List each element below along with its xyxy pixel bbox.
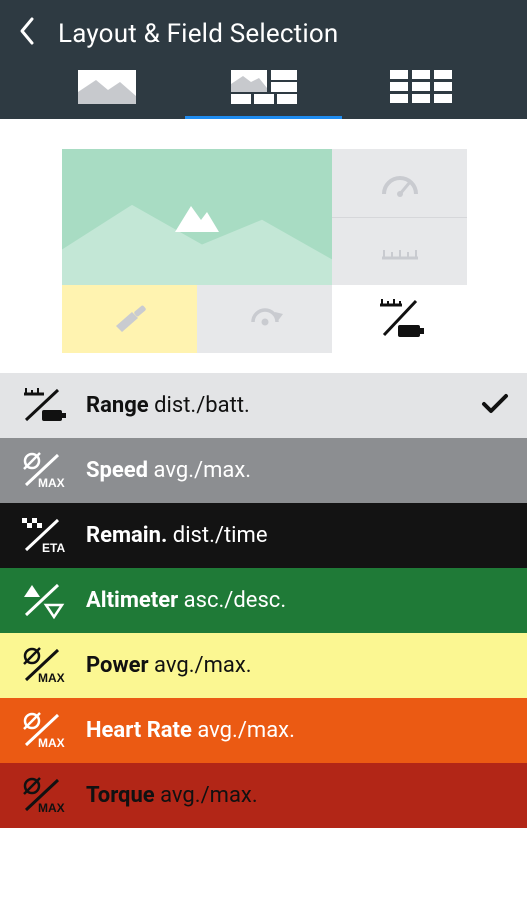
field-row-sub: avg./max.: [192, 718, 295, 743]
range-battery-icon: [374, 297, 426, 341]
field-list: Range dist./batt. MAX Speed avg./max. ET…: [0, 373, 527, 828]
page-title: Layout & Field Selection: [58, 19, 338, 49]
mountain-icon: [171, 198, 223, 236]
preview-cell-gauge[interactable]: [332, 149, 467, 217]
svg-text:MAX: MAX: [38, 801, 65, 815]
preview-cell-cycle[interactable]: [197, 285, 332, 353]
field-row-text: Range dist./batt.: [86, 393, 465, 418]
cycle-icon: [243, 300, 287, 338]
preview-cell-main[interactable]: [62, 149, 332, 285]
field-row-icon: MAX: [18, 711, 70, 751]
field-row-icon: MAX: [18, 451, 70, 491]
preview-cell-range[interactable]: [332, 285, 467, 353]
svg-text:MAX: MAX: [38, 476, 65, 490]
field-row-icon: MAX: [18, 776, 70, 816]
field-row-sub: avg./max.: [149, 653, 252, 678]
svg-text:ETA: ETA: [42, 541, 65, 555]
field-row-icon: [18, 386, 70, 426]
svg-text:MAX: MAX: [38, 671, 65, 685]
field-row-altimeter[interactable]: Altimeter asc./desc.: [0, 568, 527, 633]
field-row-title: Altimeter: [86, 588, 178, 613]
field-row-heart-rate[interactable]: MAX Heart Rate avg./max.: [0, 698, 527, 763]
field-row-remain[interactable]: ETA Remain. dist./time: [0, 503, 527, 568]
field-row-sub: dist./time: [167, 523, 267, 548]
preview-cell-brush[interactable]: [62, 285, 197, 353]
field-row-title: Torque: [86, 783, 155, 808]
tab-layout-split[interactable]: [185, 70, 342, 119]
field-row-icon: [18, 581, 70, 621]
header-top: Layout & Field Selection: [18, 16, 509, 52]
field-row-text: Speed avg./max.: [86, 458, 509, 483]
field-row-power[interactable]: MAX Power avg./max.: [0, 633, 527, 698]
field-row-text: Torque avg./max.: [86, 783, 509, 808]
svg-text:MAX: MAX: [38, 736, 65, 750]
field-row-speed[interactable]: MAX Speed avg./max.: [0, 438, 527, 503]
field-row-torque[interactable]: MAX Torque avg./max.: [0, 763, 527, 828]
header: Layout & Field Selection: [0, 0, 527, 119]
tab-layout-grid[interactable]: [342, 70, 499, 119]
brush-icon: [108, 302, 152, 336]
field-row-text: Remain. dist./time: [86, 523, 509, 548]
field-row-sub: avg./max.: [148, 458, 251, 483]
field-row-range[interactable]: Range dist./batt.: [0, 373, 527, 438]
field-row-title: Remain.: [86, 523, 167, 548]
field-row-icon: ETA: [18, 516, 70, 556]
preview-cell-ruler[interactable]: [332, 217, 467, 285]
field-row-sub: avg./max.: [155, 783, 258, 808]
ruler-icon: [380, 242, 420, 262]
field-row-icon: MAX: [18, 646, 70, 686]
field-row-title: Heart Rate: [86, 718, 192, 743]
field-row-sub: asc./desc.: [178, 588, 286, 613]
field-row-text: Altimeter asc./desc.: [86, 588, 509, 613]
field-row-title: Range: [86, 393, 149, 418]
layout-tabs: [18, 70, 509, 119]
field-row-title: Power: [86, 653, 149, 678]
tab-layout-single[interactable]: [28, 70, 185, 119]
field-row-text: Heart Rate avg./max.: [86, 718, 509, 743]
field-row-title: Speed: [86, 458, 148, 483]
preview-grid: [62, 149, 465, 353]
field-row-text: Power avg./max.: [86, 653, 509, 678]
field-row-sub: dist./batt.: [149, 393, 250, 418]
gauge-icon: [378, 166, 422, 200]
back-button[interactable]: [18, 16, 36, 52]
layout-preview: [0, 119, 527, 373]
check-icon: [481, 389, 509, 422]
